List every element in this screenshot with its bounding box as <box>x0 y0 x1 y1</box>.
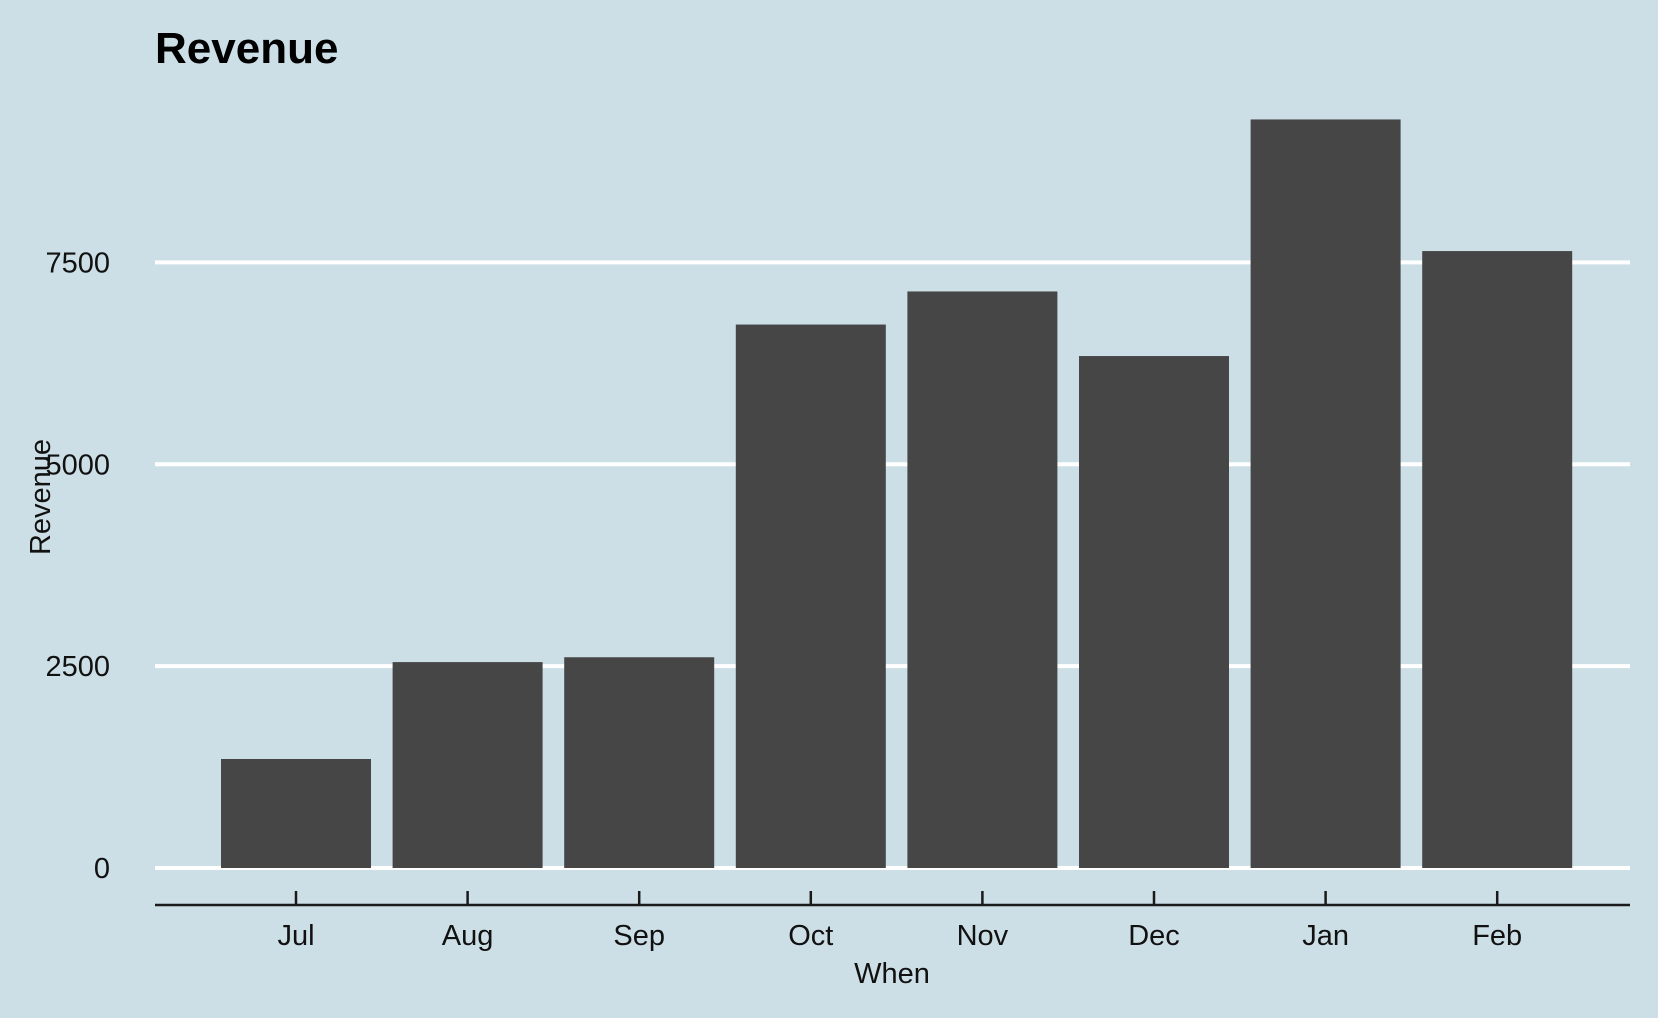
x-tick-label: Jan <box>1302 920 1349 952</box>
bar <box>907 291 1058 868</box>
x-tick-label: Aug <box>442 920 494 952</box>
y-axis-title: Revenue <box>25 439 57 555</box>
bar <box>1250 119 1401 868</box>
bar <box>735 324 886 868</box>
y-axis-ticks: 0 2500 5000 7500 <box>45 247 110 885</box>
x-tick-label: Jul <box>277 920 314 952</box>
x-axis-title: When <box>854 958 930 990</box>
chart-title: Revenue <box>155 24 338 73</box>
x-tick-label: Oct <box>788 920 833 952</box>
bars <box>221 119 1573 868</box>
x-tick-label: Sep <box>613 920 665 952</box>
x-tick-label: Feb <box>1472 920 1522 952</box>
y-tick-label: 7500 <box>45 247 110 279</box>
bar <box>392 662 543 868</box>
x-axis-ticks: Jul Aug Sep Oct Nov Dec Jan Feb <box>277 891 1522 952</box>
y-tick-label: 5000 <box>45 449 110 481</box>
bar <box>1422 251 1573 868</box>
x-tick-label: Nov <box>957 920 1009 952</box>
x-tick-label: Dec <box>1128 920 1180 952</box>
y-tick-label: 0 <box>94 853 110 885</box>
bar <box>1079 356 1229 868</box>
bar <box>564 657 715 868</box>
y-tick-label: 2500 <box>45 651 110 683</box>
bar <box>221 758 371 868</box>
